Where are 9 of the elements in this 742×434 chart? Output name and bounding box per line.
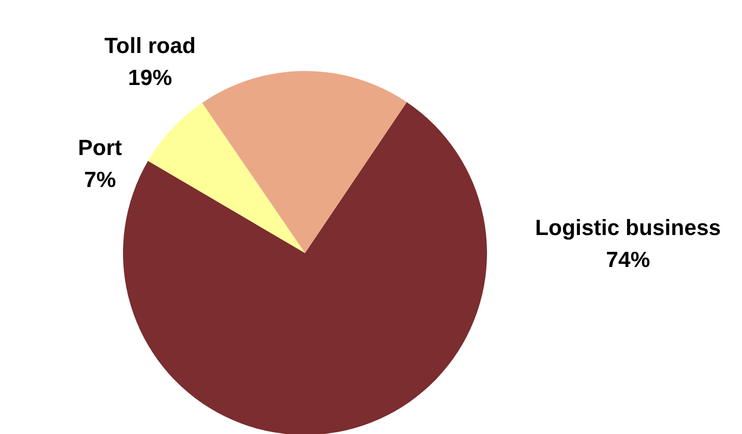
pie-slice [202, 71, 407, 253]
slice-label: Port [78, 135, 123, 160]
slice-label: Logistic business [535, 215, 721, 240]
pie-slice [123, 102, 487, 434]
slice-label: Toll road [104, 33, 196, 58]
data-label: 74% [606, 247, 650, 272]
pie-slice [148, 102, 305, 253]
data-label: 19% [128, 65, 172, 90]
data-label: 7% [84, 167, 116, 192]
